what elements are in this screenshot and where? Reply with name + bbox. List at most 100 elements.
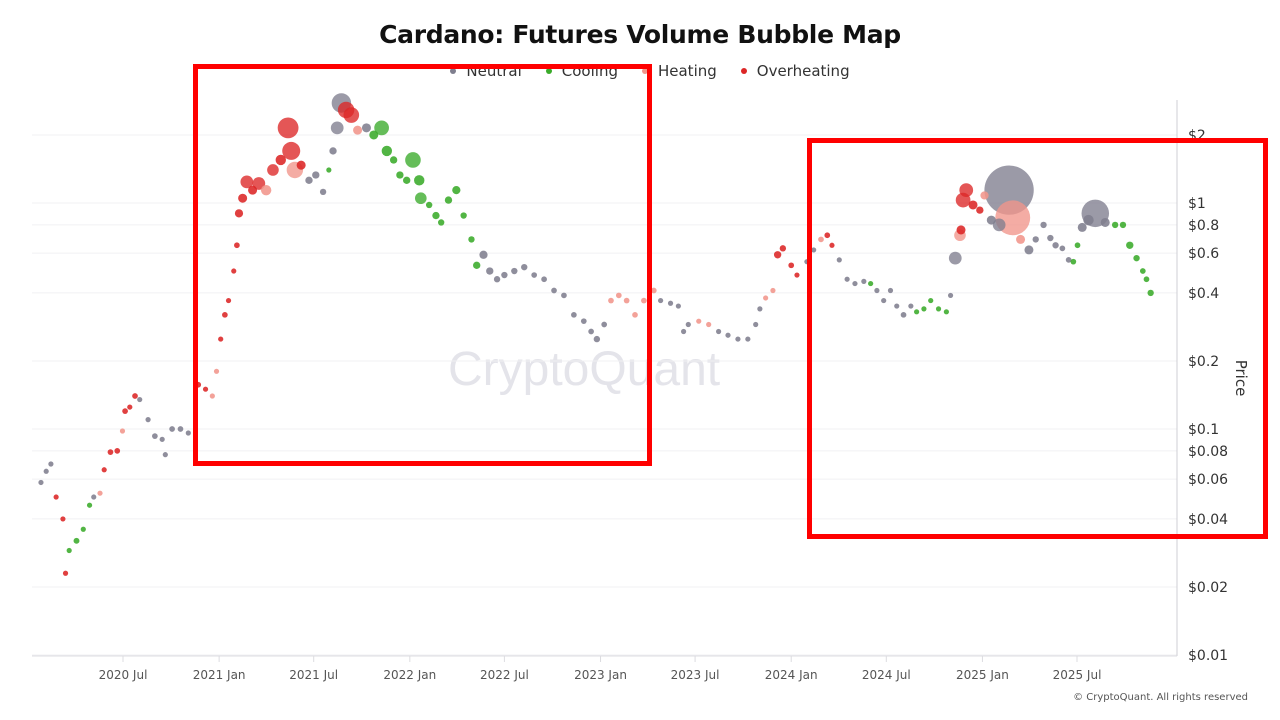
bubble-heating [632,311,638,318]
bubble-cooling [1147,289,1154,297]
bubble-cooling [452,186,461,195]
legend-item-overheating[interactable]: Overheating [740,62,850,80]
bubble-cooling [414,192,427,205]
bubble-overheating [959,183,974,198]
bubble-neutral [735,336,741,342]
bubble-overheating [252,177,266,190]
bubble-neutral [745,336,751,342]
bubble-neutral [852,280,858,287]
bubble-neutral [836,257,842,263]
chart-title: Cardano: Futures Volume Bubble Map [379,20,901,49]
bubble-overheating [195,381,202,388]
bubble-neutral [541,276,547,283]
bubble-neutral [725,332,731,338]
y-tick-label: $0.8 [1188,218,1219,234]
bubble-cooling [1119,221,1127,229]
x-tick-label: 2021 Jul [289,668,338,682]
axes: $0.01 $0.02 $0.04 $0.06 $0.08 $0.1 $0.2 $0.4 $0.… [32,100,1228,682]
legend-label: Overheating [756,62,850,80]
y-tick-label: $0.4 [1188,286,1219,302]
bubble-cooling [414,175,425,186]
bubbles [38,93,1154,576]
x-tick-label: 2023 Jan [574,668,627,682]
bubble-overheating [218,336,224,342]
bubble-neutral [479,250,488,259]
bubble-overheating [773,251,782,259]
bubble-cooling [396,171,404,179]
bubble-neutral [511,267,518,275]
bubble-neutral [571,311,577,318]
bubble-cooling [444,196,453,204]
bubble-neutral [861,278,867,284]
bubble-neutral [493,276,501,283]
bubble-neutral [811,247,817,253]
bubble-heating [353,125,363,135]
bubble-cooling [1133,254,1140,262]
bubble-cooling [473,261,481,269]
bubble-neutral [844,276,850,282]
bubble-neutral [38,479,44,486]
bubble-neutral [152,433,158,439]
bubble-overheating [222,311,228,318]
y-tick-label: $0.2 [1188,354,1219,370]
y-tick-label: $2 [1188,128,1206,144]
bubble-neutral [881,297,887,304]
y-tick-label: $0.06 [1188,472,1228,488]
bubble-neutral [169,426,175,432]
y-tick-label: $0.08 [1188,444,1228,460]
bubble-neutral [145,417,151,423]
bubble-neutral [91,494,97,500]
bubble-overheating [779,245,787,252]
bubble-cooling [73,537,80,544]
bubble-overheating [53,494,59,500]
bubble-heating [650,287,657,294]
bubble-neutral [715,328,722,335]
bubble-neutral [185,430,191,436]
bubble-overheating [267,164,279,176]
bubble-neutral [887,287,894,294]
bubble-overheating [127,404,133,410]
bubble-overheating [107,449,114,455]
bubble-overheating [956,225,966,235]
bubble-neutral [48,461,54,467]
bubble-neutral [177,426,184,432]
bubble-heating [119,428,126,434]
bubble-overheating [282,141,301,160]
bubble-cooling [66,547,72,554]
bubble-cooling [1143,276,1150,283]
bubble-neutral [894,303,900,309]
bubble-cooling [374,120,389,136]
bubble-neutral [753,321,759,328]
bubble-neutral [1052,242,1059,249]
bubble-cooling [405,152,421,168]
bubble-neutral [137,396,143,403]
bubble-overheating [277,117,299,139]
bubble-heating [97,490,103,496]
bubble-neutral [588,328,594,335]
bubble-cooling [1070,258,1077,265]
bubble-overheating [234,209,244,218]
x-tick-label: 2025 Jan [956,668,1009,682]
bubble-overheating [132,393,138,399]
bubble-cooling [369,130,379,140]
bubble-neutral [531,272,538,278]
bubble-neutral [162,452,168,458]
bubble-cooling [914,309,920,315]
x-tick-label: 2023 Jul [671,668,720,682]
bubble-overheating [296,160,306,170]
bubble-overheating [62,570,69,576]
bubble-cooling [425,201,433,209]
legend-item-heating[interactable]: Heating [641,62,717,80]
bubble-overheating [824,232,831,239]
bubble-cooling [432,211,440,220]
bubble-overheating [240,175,254,189]
bubble-neutral [948,251,962,265]
bubble-heating [641,297,647,304]
bubble-overheating [343,107,360,123]
bubble-neutral [804,259,810,265]
bubble-heating [706,321,712,328]
bubble-overheating [794,272,800,278]
bubble-neutral [908,303,914,309]
bubble-overheating [829,242,835,248]
bubble-neutral [43,468,49,474]
